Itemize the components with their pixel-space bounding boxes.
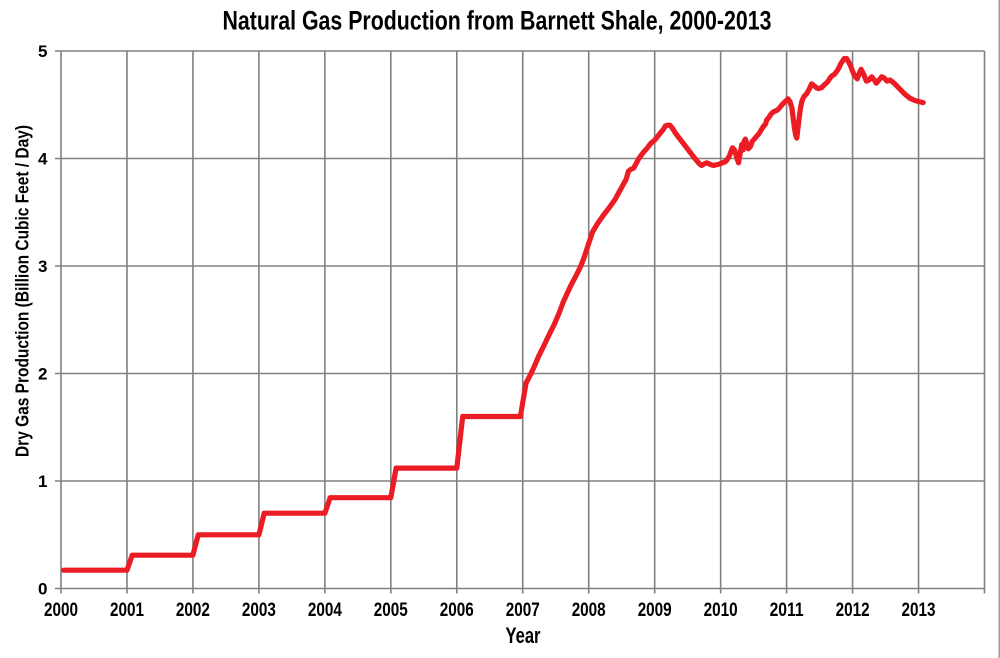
svg-text:2012: 2012 xyxy=(836,600,870,621)
svg-text:2010: 2010 xyxy=(704,600,738,621)
svg-text:5: 5 xyxy=(38,42,47,61)
svg-text:Dry Gas Production (Billion Cu: Dry Gas Production (Billion Cubic Feet /… xyxy=(13,125,33,457)
svg-text:3: 3 xyxy=(38,257,47,276)
svg-text:2004: 2004 xyxy=(308,600,342,621)
svg-text:2013: 2013 xyxy=(902,600,936,621)
svg-text:Natural Gas Production from Ba: Natural Gas Production from Barnett Shal… xyxy=(223,6,772,36)
svg-text:1: 1 xyxy=(38,472,47,491)
svg-text:2008: 2008 xyxy=(572,600,606,621)
svg-text:4: 4 xyxy=(38,150,48,169)
svg-text:2007: 2007 xyxy=(506,600,540,621)
svg-text:2001: 2001 xyxy=(110,600,144,621)
svg-text:2011: 2011 xyxy=(770,600,804,621)
svg-text:2002: 2002 xyxy=(176,600,210,621)
svg-text:Year: Year xyxy=(506,623,541,648)
svg-text:2006: 2006 xyxy=(440,600,474,621)
svg-text:0: 0 xyxy=(38,580,47,599)
svg-text:2: 2 xyxy=(38,365,47,384)
svg-text:2000: 2000 xyxy=(44,600,78,621)
svg-text:2005: 2005 xyxy=(374,600,408,621)
svg-text:2009: 2009 xyxy=(638,600,672,621)
svg-text:2003: 2003 xyxy=(242,600,276,621)
